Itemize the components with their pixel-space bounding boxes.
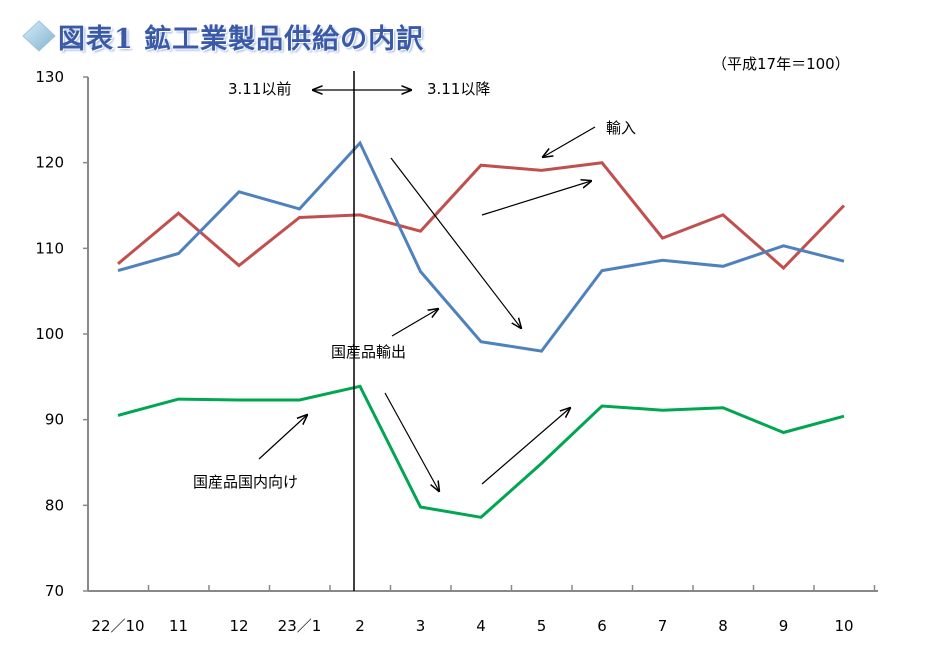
annotation-arrow bbox=[481, 181, 591, 216]
diamond-icon bbox=[22, 20, 56, 52]
label-export: 国産品輸出 bbox=[331, 343, 406, 361]
y-tick-label: 100 bbox=[35, 325, 64, 343]
before-label: 3.11以前 bbox=[228, 80, 291, 98]
annotation-arrow bbox=[258, 415, 307, 460]
series-line bbox=[117, 161, 846, 271]
annotation-arrow bbox=[391, 309, 438, 337]
chart-title-text: 図表1 鉱工業製品供給の内訳 bbox=[58, 23, 425, 55]
series-layer bbox=[117, 140, 846, 519]
x-tick-label: 11 bbox=[169, 617, 188, 635]
x-tick-label: 3 bbox=[416, 617, 426, 635]
x-tick-label: 6 bbox=[597, 617, 607, 635]
annotation-arrow bbox=[384, 392, 439, 491]
series-line bbox=[117, 384, 845, 519]
y-tick-label: 120 bbox=[35, 154, 64, 172]
y-tick-label: 130 bbox=[35, 68, 64, 86]
y-tick-label: 110 bbox=[35, 239, 64, 257]
x-tick-label: 22／10 bbox=[91, 617, 144, 635]
x-tick-label: 5 bbox=[537, 617, 547, 635]
series-line bbox=[117, 140, 845, 353]
x-tick-label: 12 bbox=[229, 617, 248, 635]
label-import: 輸入 bbox=[606, 119, 636, 137]
y-tick-label: 80 bbox=[45, 496, 64, 514]
label-domestic: 国産品国内向け bbox=[193, 473, 298, 491]
annotation-arrow bbox=[390, 157, 521, 328]
x-tick-label: 23／1 bbox=[278, 617, 322, 635]
x-tick-label: 7 bbox=[658, 617, 668, 635]
y-tick-label: 70 bbox=[45, 582, 64, 600]
y-tick-label: 90 bbox=[45, 411, 64, 429]
x-tick-label: 10 bbox=[834, 617, 853, 635]
annotation-arrow bbox=[543, 126, 596, 157]
annotation-arrows bbox=[258, 90, 596, 491]
x-tick-label: 4 bbox=[476, 617, 486, 635]
x-tick-label: 2 bbox=[355, 617, 365, 635]
unit-note: （平成17年＝100） bbox=[712, 55, 850, 73]
axes: 70 80 90 100 110 120 130 22／10 11 12 23／1 2 3 4 5 6 7 8 9 1… bbox=[35, 68, 878, 635]
after-label: 3.11以降 bbox=[427, 80, 490, 98]
x-tick-label: 8 bbox=[718, 617, 728, 635]
annotation-arrow bbox=[481, 408, 570, 485]
x-tick-label: 9 bbox=[779, 617, 789, 635]
chart-title: 図表1 鉱工業製品供給の内訳 bbox=[20, 16, 424, 56]
